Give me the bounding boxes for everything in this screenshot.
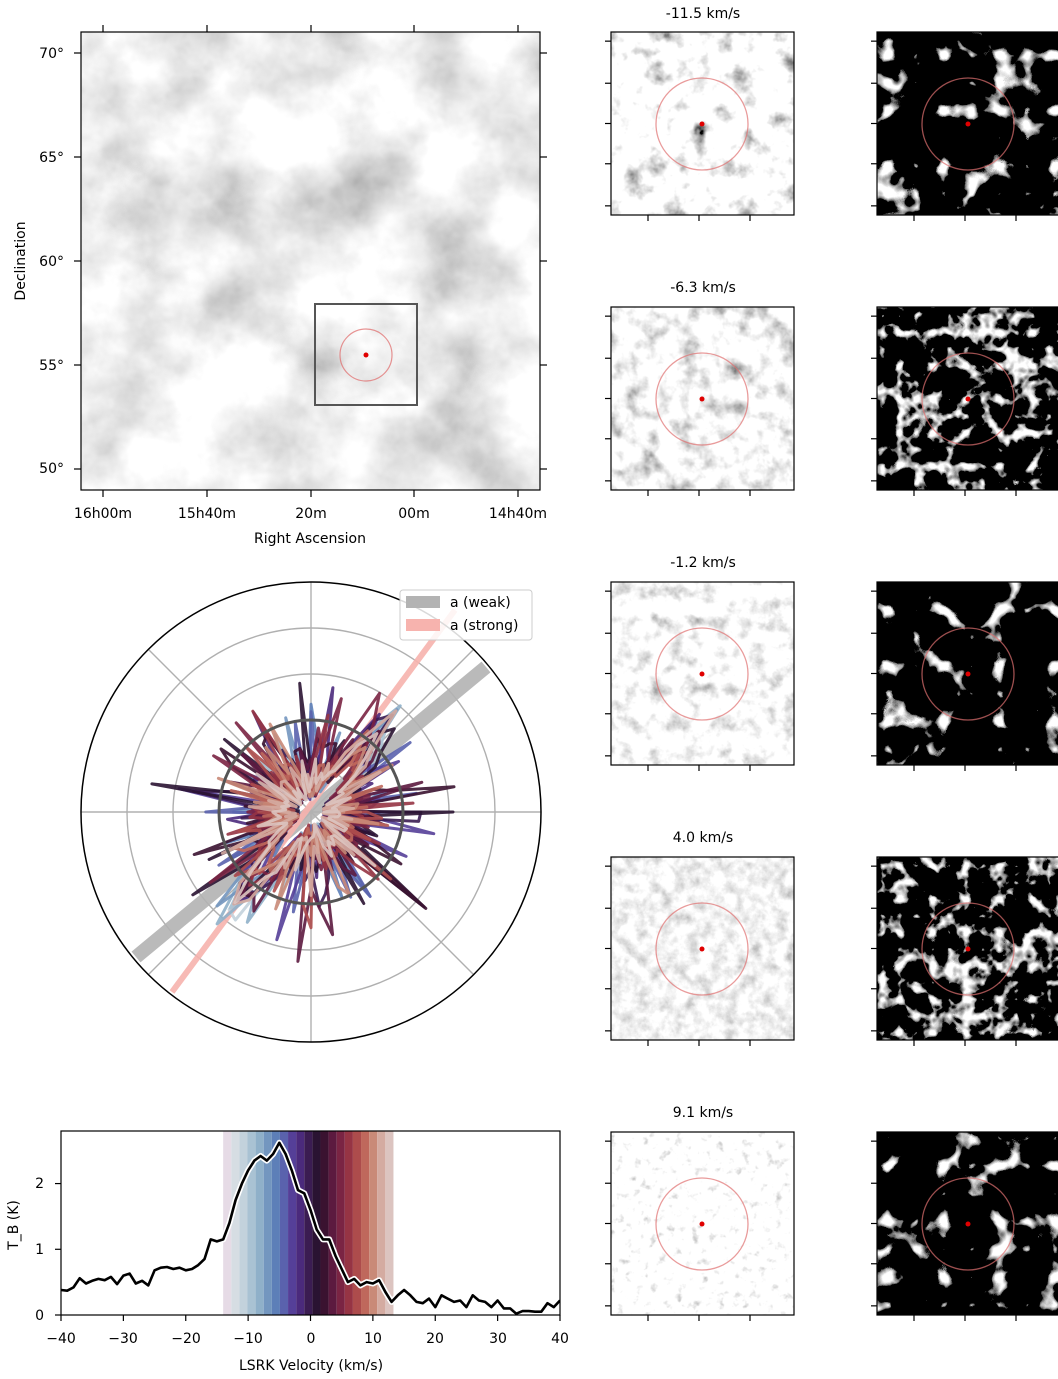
weak-orientation-band (131, 661, 491, 963)
dec-tick-65: 65° (39, 150, 64, 166)
channel-aperture-circle (655, 627, 749, 721)
velocity-band (296, 1131, 305, 1315)
ra-tick-16h00m: 16h00m (74, 506, 132, 522)
channel-target-point (699, 1221, 705, 1227)
xtick-label: −10 (233, 1331, 263, 1347)
velocity-title-5: 9.1 km/s (673, 1105, 733, 1121)
velocity-band (239, 1131, 248, 1315)
ytick-label: 2 (35, 1176, 44, 1192)
channel-target-point (699, 946, 705, 952)
mean-ring (217, 718, 405, 906)
filament-aperture-circle (921, 902, 1015, 996)
dec-tick-55: 55° (39, 358, 64, 374)
filament-target-point (965, 671, 971, 677)
spectrum-ticks (55, 1182, 561, 1321)
filament-aperture-circle (921, 1177, 1015, 1271)
velocity-band (263, 1131, 272, 1315)
legend-label-strong: a (strong) (450, 618, 519, 634)
spectrum-panel: −40 −30 −20 −10 0 10 20 30 40 0 1 2 LSRK… (6, 1130, 569, 1374)
sky-map-panel: Right Ascension Declination 50° 55° 60° … (13, 25, 547, 547)
spectrum-ylabel: T_B (K) (6, 1200, 22, 1251)
rose-curve (233, 732, 379, 905)
velocity-band (361, 1131, 370, 1315)
xtick-label: 0 (307, 1331, 316, 1347)
velocity-band (304, 1131, 313, 1315)
sky-map-ylabel: Declination (13, 221, 29, 300)
rose-curve (220, 709, 398, 906)
velocity-title-3: -1.2 km/s (670, 555, 736, 571)
polar-panel: a (weak) a (strong) (80, 581, 542, 1043)
velocity-band (247, 1131, 256, 1315)
ra-tick-15h40m: 15h40m (178, 506, 236, 522)
dec-tick-60: 60° (39, 254, 64, 270)
velocity-band (231, 1131, 240, 1315)
channel-aperture-circle (655, 1177, 749, 1271)
filament-target-point (965, 396, 971, 402)
channel-target-point (699, 671, 705, 677)
filament-aperture-circle (921, 77, 1015, 171)
xtick-label: −40 (46, 1331, 76, 1347)
velocity-band (320, 1131, 329, 1315)
filament-target-point (965, 121, 971, 127)
xtick-label: 10 (364, 1331, 382, 1347)
sky-map-xlabel: Right Ascension (254, 531, 366, 547)
filament-target-point (965, 1221, 971, 1227)
spectrum-line (61, 1141, 560, 1315)
ytick-label: 1 (35, 1242, 44, 1258)
strong-orientation-band (169, 608, 458, 994)
ra-tick-20m: 20m (295, 506, 326, 522)
channel-panels: -11.5 km/s -6.3 km/s -1.2 km/s 4.0 km/s … (605, 6, 1058, 1321)
dec-tick-50: 50° (39, 461, 64, 477)
aperture-circle (339, 328, 393, 382)
velocity-band (279, 1131, 289, 1315)
channel-aperture-circle (655, 77, 749, 171)
velocity-bands (223, 1131, 394, 1315)
velocity-band (344, 1131, 353, 1315)
velocity-band (369, 1131, 378, 1315)
channel-target-point (699, 121, 705, 127)
target-point (363, 352, 369, 358)
dec-tick-70: 70° (39, 46, 64, 62)
zoom-box (314, 303, 418, 406)
velocity-band (352, 1131, 362, 1315)
channel-aperture-circle (655, 902, 749, 996)
legend-swatch-strong (406, 619, 440, 631)
velocity-band (385, 1131, 394, 1315)
channel-target-point (699, 396, 705, 402)
ra-tick-00m: 00m (398, 506, 429, 522)
channel-aperture-circle (655, 352, 749, 446)
xtick-label: −30 (108, 1331, 138, 1347)
xtick-label: 20 (426, 1331, 444, 1347)
velocity-band (336, 1131, 345, 1315)
velocity-title-4: 4.0 km/s (673, 830, 733, 846)
sky-map-ticks (74, 25, 547, 497)
velocity-band (328, 1131, 337, 1315)
spectrum-xlabel: LSRK Velocity (km/s) (239, 1358, 383, 1374)
velocity-band (255, 1131, 264, 1315)
velocity-band (288, 1131, 297, 1315)
xtick-label: 40 (551, 1331, 569, 1347)
xtick-label: 30 (489, 1331, 507, 1347)
velocity-title-1: -11.5 km/s (666, 6, 740, 22)
polar-outer-ring (80, 581, 542, 1043)
xtick-label: −20 (171, 1331, 201, 1347)
ytick-label: 0 (35, 1308, 44, 1324)
filament-target-point (965, 946, 971, 952)
velocity-title-2: -6.3 km/s (670, 280, 736, 296)
polar-legend: a (weak) a (strong) (399, 589, 533, 641)
filament-aperture-circle (921, 627, 1015, 721)
legend-swatch-weak (406, 596, 440, 608)
velocity-band (377, 1131, 386, 1315)
ra-tick-14h40m: 14h40m (489, 506, 547, 522)
legend-label-weak: a (weak) (450, 595, 511, 611)
orientation-rose-curves (150, 681, 456, 963)
filament-aperture-circle (921, 352, 1015, 446)
velocity-band (271, 1131, 280, 1315)
sky-map-image (81, 32, 540, 490)
